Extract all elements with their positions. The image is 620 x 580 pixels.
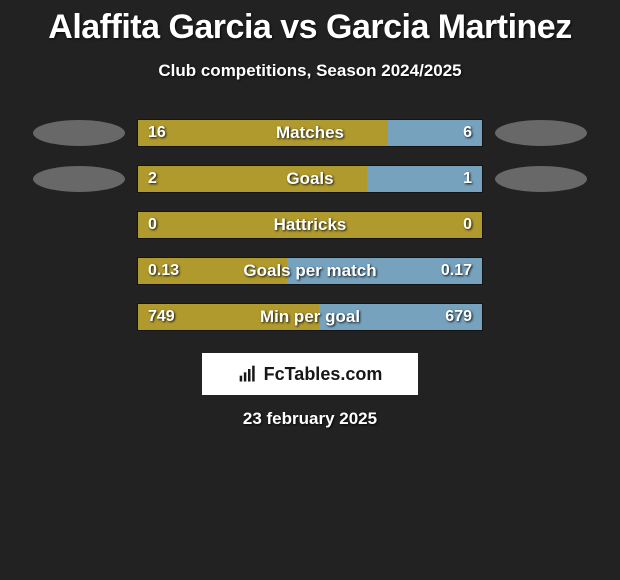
- stat-row: 0 Hattricks 0: [0, 211, 620, 239]
- stat-bar: 0.13 Goals per match 0.17: [137, 257, 483, 285]
- player-badge-left: [33, 120, 125, 146]
- stat-right-value: 0.17: [441, 262, 472, 280]
- stat-right-value: 679: [445, 308, 472, 326]
- stat-bar: 0 Hattricks 0: [137, 211, 483, 239]
- stat-bar: 16 Matches 6: [137, 119, 483, 147]
- stat-label: Min per goal: [260, 307, 360, 327]
- stat-row: 2 Goals 1: [0, 165, 620, 193]
- stats-list: 16 Matches 6 2 Goals 1 0 Hattricks 0 0.13 Goals pe…: [0, 119, 620, 331]
- brand-logo: FcTables.com: [202, 353, 418, 395]
- brand-text: FcTables.com: [264, 364, 383, 385]
- stat-row: 749 Min per goal 679: [0, 303, 620, 331]
- subtitle: Club competitions, Season 2024/2025: [158, 61, 461, 81]
- stat-label: Matches: [276, 123, 344, 143]
- player-badge-right: [495, 166, 587, 192]
- stat-left-value: 0: [148, 216, 157, 234]
- page-title: Alaffita Garcia vs Garcia Martinez: [48, 8, 571, 47]
- stat-right-value: 0: [463, 216, 472, 234]
- date-label: 23 february 2025: [243, 409, 377, 429]
- chart-icon: [238, 364, 258, 384]
- stat-right-value: 6: [463, 124, 472, 142]
- stat-row: 16 Matches 6: [0, 119, 620, 147]
- stat-label: Goals: [286, 169, 333, 189]
- stat-label: Goals per match: [243, 261, 376, 281]
- stat-right-value: 1: [463, 170, 472, 188]
- stat-label: Hattricks: [274, 215, 347, 235]
- stat-bar: 749 Min per goal 679: [137, 303, 483, 331]
- player-badge-left: [33, 166, 125, 192]
- stat-bar: 2 Goals 1: [137, 165, 483, 193]
- comparison-card: Alaffita Garcia vs Garcia Martinez Club …: [0, 0, 620, 429]
- stat-left-value: 749: [148, 308, 175, 326]
- stat-left-value: 2: [148, 170, 157, 188]
- stat-row: 0.13 Goals per match 0.17: [0, 257, 620, 285]
- stat-left-value: 16: [148, 124, 166, 142]
- player-badge-right: [495, 120, 587, 146]
- stat-left-value: 0.13: [148, 262, 179, 280]
